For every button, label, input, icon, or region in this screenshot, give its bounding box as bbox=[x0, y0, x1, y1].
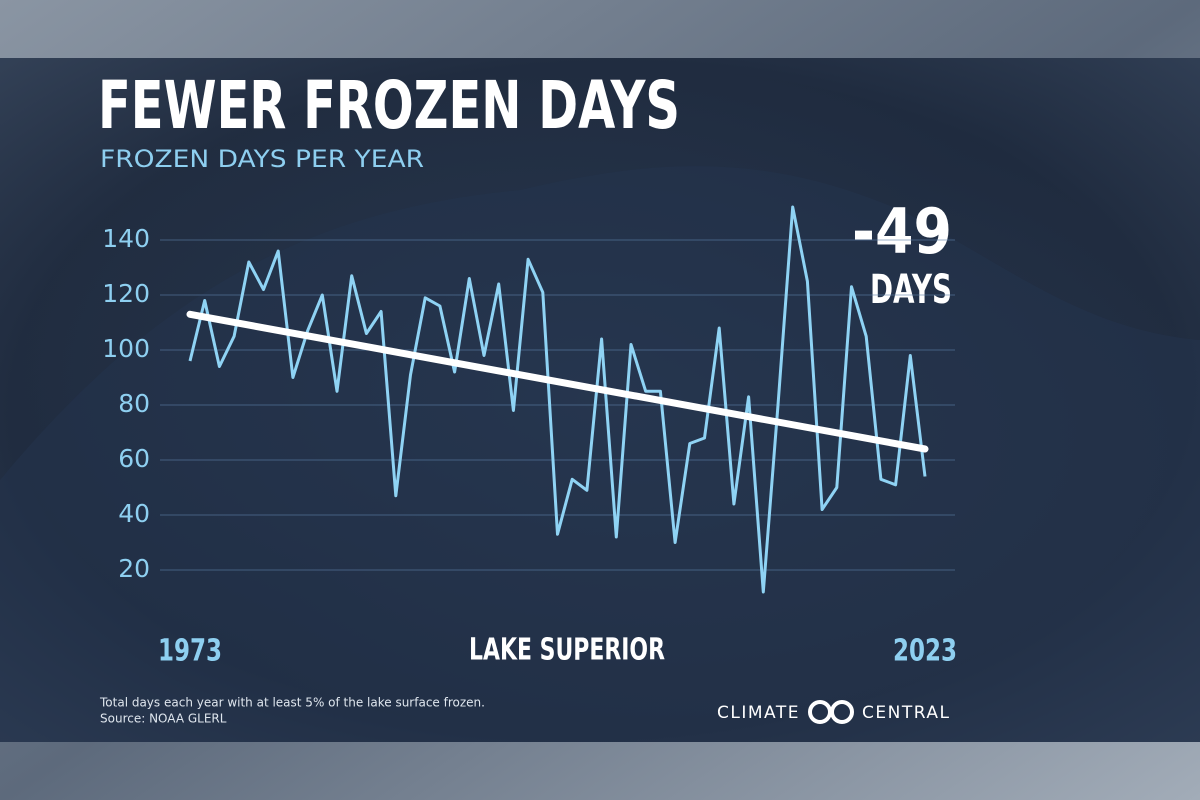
footnote: Source: NOAA GLERL bbox=[100, 712, 227, 726]
footnote: Total days each year with at least 5% of… bbox=[99, 696, 485, 710]
chart-subtitle: FROZEN DAYS PER YEAR bbox=[100, 145, 424, 173]
lake-shape bbox=[0, 166, 1200, 743]
x-tick-label: 1973 bbox=[158, 634, 222, 669]
logo-mark bbox=[808, 700, 854, 724]
logo-text: CLIMATE bbox=[717, 703, 800, 723]
x-tick-label: 2023 bbox=[893, 634, 957, 669]
y-tick-label: 80 bbox=[118, 389, 150, 418]
annotation-unit: DAYS bbox=[870, 267, 952, 313]
y-tick-label: 120 bbox=[102, 279, 150, 308]
logo-text: CENTRAL bbox=[862, 703, 950, 723]
annotation-value: -49 bbox=[852, 195, 952, 268]
data-line bbox=[188, 205, 927, 594]
y-tick-label: 40 bbox=[118, 499, 150, 528]
chart-title: FEWER FROZEN DAYS bbox=[98, 67, 680, 144]
y-tick-label: 100 bbox=[102, 334, 150, 363]
y-tick-label: 60 bbox=[118, 444, 150, 473]
trend-line bbox=[186, 310, 929, 453]
y-tick-label: 20 bbox=[118, 554, 150, 583]
series-label: LAKE SUPERIOR bbox=[469, 633, 665, 668]
y-tick-label: 140 bbox=[102, 224, 150, 253]
